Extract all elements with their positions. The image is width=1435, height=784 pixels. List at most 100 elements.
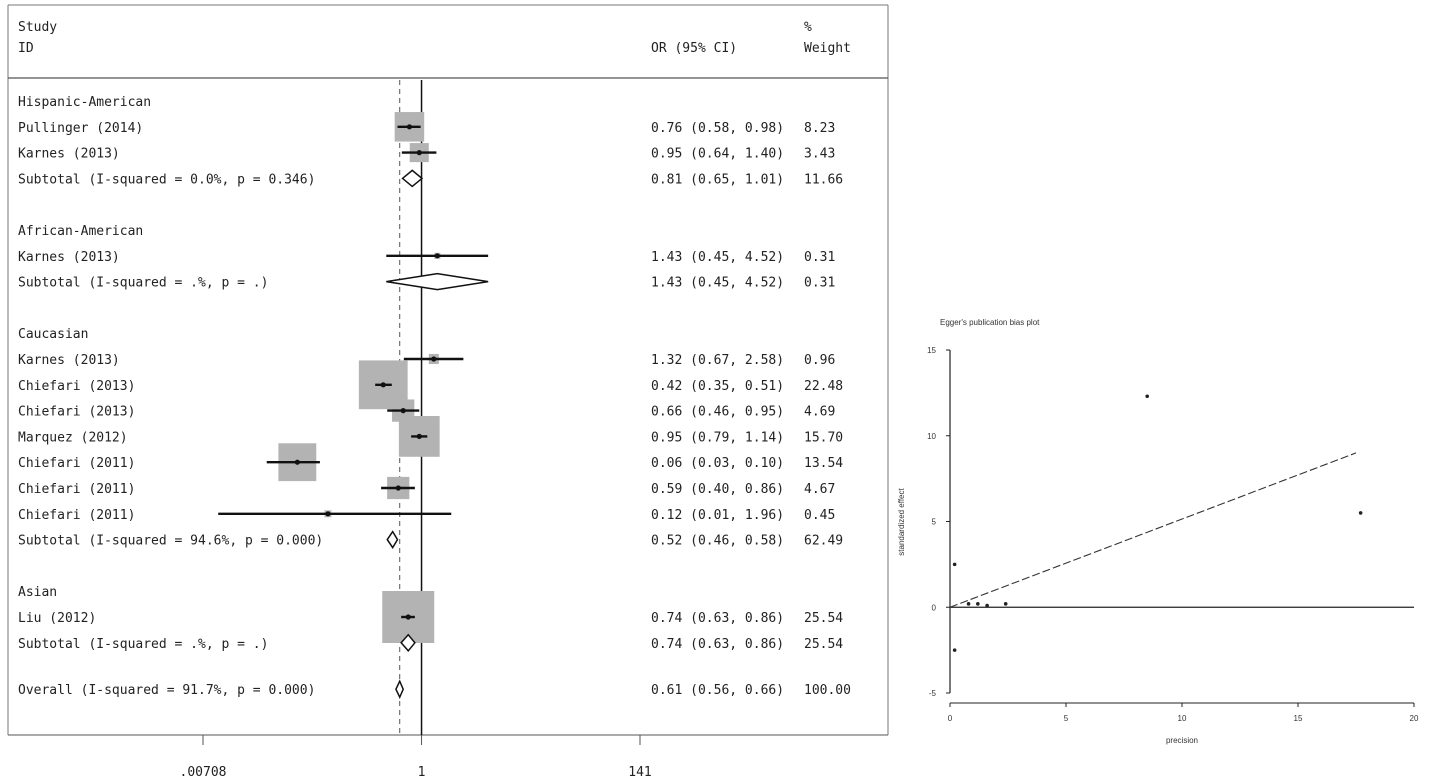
study-row-label: Chiefari (2011) bbox=[18, 456, 135, 471]
group-heading: Asian bbox=[18, 585, 57, 600]
egger-x-tick-label: 20 bbox=[1410, 714, 1419, 723]
x-tick-label: .00708 bbox=[180, 765, 227, 780]
study-row-label: Karnes (2013) bbox=[18, 147, 120, 162]
egger-point bbox=[952, 562, 957, 567]
header-study: Study bbox=[18, 20, 57, 35]
study-row-weight: 0.96 bbox=[804, 353, 835, 368]
study-row-weight: 13.54 bbox=[804, 456, 843, 471]
study-row-label: Marquez (2012) bbox=[18, 430, 128, 445]
header-id: ID bbox=[18, 41, 34, 56]
egger-point bbox=[985, 603, 989, 608]
egger-y-tick-label: 10 bbox=[927, 432, 936, 441]
subtotal-row-or-ci: 1.43 (0.45, 4.52) bbox=[651, 276, 784, 291]
header-weight: Weight bbox=[804, 41, 851, 56]
egger-point bbox=[1145, 394, 1149, 399]
study-row-label: Karnes (2013) bbox=[18, 250, 120, 265]
study-point bbox=[294, 459, 300, 465]
egger-point bbox=[966, 602, 971, 606]
study-row-or-ci: 1.43 (0.45, 4.52) bbox=[651, 250, 784, 265]
study-row-label: Liu (2012) bbox=[18, 611, 96, 626]
subtotal-row-label: Subtotal (I-squared = .%, p = .) bbox=[18, 276, 268, 291]
study-row-weight: 15.70 bbox=[804, 430, 843, 445]
study-row-or-ci: 0.59 (0.40, 0.86) bbox=[651, 482, 784, 497]
header-or-ci: OR (95% CI) bbox=[651, 41, 737, 56]
study-row-label: Chiefari (2013) bbox=[18, 379, 135, 394]
study-row-weight: 4.67 bbox=[804, 482, 835, 497]
subtotal-row-weight: 0.31 bbox=[804, 276, 835, 291]
study-row-label: Karnes (2013) bbox=[18, 353, 120, 368]
subtotal-row-diamond bbox=[401, 169, 424, 188]
egger-point bbox=[1358, 511, 1363, 515]
study-point bbox=[431, 356, 437, 362]
egger-x-tick-label: 0 bbox=[948, 714, 953, 723]
egger-x-tick-label: 15 bbox=[1294, 714, 1303, 723]
study-row-or-ci: 0.12 (0.01, 1.96) bbox=[651, 508, 784, 523]
study-row-or-ci: 0.42 (0.35, 0.51) bbox=[651, 379, 784, 394]
egger-point bbox=[1003, 602, 1008, 606]
subtotal-row-weight: 11.66 bbox=[804, 172, 843, 187]
subtotal-row-diamond bbox=[400, 633, 416, 652]
overall-row-weight: 100.00 bbox=[804, 683, 851, 698]
study-row-label: Chiefari (2011) bbox=[18, 508, 135, 523]
subtotal-row-label: Subtotal (I-squared = .%, p = .) bbox=[18, 637, 268, 652]
study-row-weight: 3.43 bbox=[804, 147, 835, 162]
subtotal-row-diamond bbox=[386, 272, 489, 291]
egger-y-tick-label: 5 bbox=[932, 518, 937, 527]
study-row-label: Chiefari (2011) bbox=[18, 482, 135, 497]
study-row-label: Pullinger (2014) bbox=[18, 121, 143, 136]
egger-x-label: precision bbox=[1166, 736, 1198, 745]
study-row-or-ci: 0.76 (0.58, 0.98) bbox=[651, 121, 784, 136]
egger-plot: Egger's publication bias plot precision … bbox=[897, 318, 1419, 745]
x-tick-label: 1 bbox=[418, 765, 426, 780]
forest-plot: Study ID OR (95% CI) % Weight Hispanic-A… bbox=[7, 4, 889, 780]
egger-y-tick-label: 0 bbox=[932, 603, 937, 612]
study-row-or-ci: 0.06 (0.03, 0.10) bbox=[651, 456, 784, 471]
study-row-or-ci: 0.66 (0.46, 0.95) bbox=[651, 405, 784, 420]
subtotal-row-or-ci: 0.74 (0.63, 0.86) bbox=[651, 637, 784, 652]
overall-row-diamond bbox=[395, 679, 405, 700]
forest-rows: Hispanic-American Pullinger (2014) 0.76 (0… bbox=[18, 95, 851, 700]
study-point bbox=[406, 124, 413, 130]
egger-point bbox=[976, 602, 980, 606]
study-row-or-ci: 1.32 (0.67, 2.58) bbox=[651, 353, 784, 368]
study-row-label: Chiefari (2013) bbox=[18, 405, 135, 420]
egger-y-label: standardized effect bbox=[897, 487, 906, 555]
study-point bbox=[434, 253, 440, 259]
study-row-weight: 8.23 bbox=[804, 121, 835, 136]
forest-x-axis-ticks: .00708 1 141 bbox=[180, 735, 652, 780]
group-heading: Hispanic-American bbox=[18, 95, 151, 110]
egger-x-tick-label: 10 bbox=[1178, 714, 1187, 723]
egger-regression-line bbox=[949, 452, 1357, 608]
group-heading: Caucasian bbox=[18, 327, 88, 342]
study-row-weight: 0.45 bbox=[804, 508, 835, 523]
study-row-weight: 0.31 bbox=[804, 250, 835, 265]
egger-x-tick-label: 5 bbox=[1064, 714, 1069, 723]
subtotal-row-weight: 25.54 bbox=[804, 637, 843, 652]
study-point bbox=[400, 408, 406, 414]
egger-y-tick-label: -5 bbox=[929, 689, 937, 698]
study-point bbox=[380, 382, 386, 388]
overall-row-label: Overall (I-squared = 91.7%, p = 0.000) bbox=[18, 683, 315, 698]
study-point bbox=[325, 511, 331, 517]
egger-point bbox=[952, 648, 957, 652]
study-point bbox=[395, 485, 401, 491]
subtotal-row-diamond bbox=[386, 530, 399, 549]
group-heading: African-American bbox=[18, 224, 143, 239]
study-row-or-ci: 0.95 (0.64, 1.40) bbox=[651, 147, 784, 162]
overall-row-or-ci: 0.61 (0.56, 0.66) bbox=[651, 683, 784, 698]
egger-plot-area: -5 0 5 10 15 0 5 10 15 20 bbox=[927, 346, 1419, 723]
study-row-weight: 22.48 bbox=[804, 379, 843, 394]
subtotal-row-weight: 62.49 bbox=[804, 534, 843, 549]
egger-title: Egger's publication bias plot bbox=[940, 318, 1040, 327]
study-row-weight: 4.69 bbox=[804, 405, 835, 420]
study-row-or-ci: 0.74 (0.63, 0.86) bbox=[651, 611, 784, 626]
subtotal-row-label: Subtotal (I-squared = 0.0%, p = 0.346) bbox=[18, 172, 315, 187]
study-point bbox=[405, 614, 411, 620]
study-row-weight: 25.54 bbox=[804, 611, 843, 626]
subtotal-row-label: Subtotal (I-squared = 94.6%, p = 0.000) bbox=[18, 534, 323, 549]
x-tick-label: 141 bbox=[628, 765, 651, 780]
header-percent: % bbox=[804, 20, 812, 35]
subtotal-row-or-ci: 0.81 (0.65, 1.01) bbox=[651, 172, 784, 187]
study-point bbox=[416, 433, 422, 439]
